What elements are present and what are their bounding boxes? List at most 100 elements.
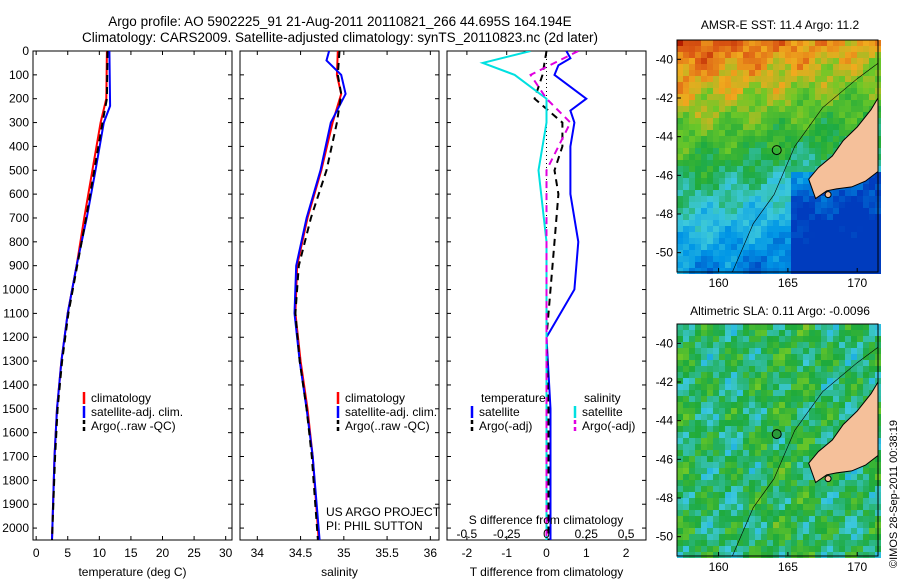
heat-cell bbox=[683, 384, 689, 390]
heat-cell bbox=[713, 450, 719, 456]
heat-cell bbox=[779, 486, 785, 492]
heat-cell bbox=[731, 166, 737, 172]
heat-cell bbox=[695, 450, 701, 456]
heat-cell bbox=[695, 118, 701, 124]
heat-cell bbox=[785, 262, 791, 268]
heat-cell bbox=[845, 480, 851, 486]
heat-cell bbox=[779, 154, 785, 160]
heat-cell bbox=[857, 486, 863, 492]
heat-cell bbox=[833, 480, 839, 486]
heat-cell bbox=[779, 124, 785, 130]
heat-cell bbox=[833, 64, 839, 70]
heat-cell bbox=[701, 112, 707, 118]
lon-tick-label: 160 bbox=[709, 560, 729, 574]
heat-cell bbox=[839, 516, 845, 522]
heat-cell bbox=[683, 64, 689, 70]
heat-cell bbox=[701, 504, 707, 510]
heat-cell bbox=[803, 208, 809, 214]
heat-cell bbox=[713, 390, 719, 396]
x-axis-label: T difference from climatology bbox=[470, 565, 624, 579]
heat-cell bbox=[827, 82, 833, 88]
heat-cell bbox=[719, 354, 725, 360]
heat-cell bbox=[791, 372, 797, 378]
heat-cell bbox=[869, 552, 875, 558]
heat-cell bbox=[791, 268, 797, 274]
heat-cell bbox=[707, 160, 713, 166]
heat-cell bbox=[785, 118, 791, 124]
heat-cell bbox=[815, 348, 821, 354]
heat-cell bbox=[737, 220, 743, 226]
heat-cell bbox=[719, 40, 725, 46]
heat-cell bbox=[803, 492, 809, 498]
heat-cell bbox=[701, 40, 707, 46]
heat-cell bbox=[809, 220, 815, 226]
heat-cell bbox=[851, 510, 857, 516]
heat-cell bbox=[785, 522, 791, 528]
heat-cell bbox=[827, 88, 833, 94]
heat-cell bbox=[689, 136, 695, 142]
heat-cell bbox=[779, 324, 785, 330]
heat-cell bbox=[851, 40, 857, 46]
heat-cell bbox=[707, 546, 713, 552]
heat-cell bbox=[785, 94, 791, 100]
heat-cell bbox=[845, 396, 851, 402]
heat-cell bbox=[677, 148, 683, 154]
heat-cell bbox=[869, 336, 875, 342]
heat-cell bbox=[803, 378, 809, 384]
heat-cell bbox=[737, 390, 743, 396]
heat-cell bbox=[737, 106, 743, 112]
heat-cell bbox=[791, 160, 797, 166]
heat-cell bbox=[791, 70, 797, 76]
heat-cell bbox=[743, 166, 749, 172]
heat-cell bbox=[863, 342, 869, 348]
heat-cell bbox=[869, 208, 875, 214]
heat-cell bbox=[719, 426, 725, 432]
heat-cell bbox=[683, 540, 689, 546]
heat-cell bbox=[749, 342, 755, 348]
heat-cell bbox=[863, 70, 869, 76]
heat-cell bbox=[803, 202, 809, 208]
heat-cell bbox=[851, 390, 857, 396]
heat-cell bbox=[701, 166, 707, 172]
heat-cell bbox=[785, 112, 791, 118]
heat-cell bbox=[713, 70, 719, 76]
heat-cell bbox=[677, 76, 683, 82]
heat-cell bbox=[689, 100, 695, 106]
heat-cell bbox=[713, 256, 719, 262]
heat-cell bbox=[689, 244, 695, 250]
heat-cell bbox=[689, 220, 695, 226]
heat-cell bbox=[707, 522, 713, 528]
heat-cell bbox=[773, 88, 779, 94]
heat-cell bbox=[719, 402, 725, 408]
depth-tick-label: 1700 bbox=[2, 450, 29, 464]
heat-cell bbox=[821, 510, 827, 516]
heat-cell bbox=[749, 232, 755, 238]
heat-cell bbox=[779, 468, 785, 474]
heat-cell bbox=[839, 244, 845, 250]
heat-cell bbox=[773, 94, 779, 100]
heat-cell bbox=[809, 268, 815, 274]
heat-cell bbox=[827, 390, 833, 396]
heat-cell bbox=[725, 166, 731, 172]
heat-cell bbox=[713, 196, 719, 202]
heat-cell bbox=[869, 384, 875, 390]
heat-cell bbox=[857, 522, 863, 528]
heat-cell bbox=[713, 130, 719, 136]
heat-cell bbox=[857, 504, 863, 510]
heat-cell bbox=[737, 64, 743, 70]
heat-cell bbox=[863, 262, 869, 268]
heat-cell bbox=[773, 438, 779, 444]
heat-cell bbox=[701, 262, 707, 268]
heat-cell bbox=[791, 420, 797, 426]
heat-cell bbox=[677, 58, 683, 64]
heat-cell bbox=[677, 196, 683, 202]
heat-cell bbox=[749, 498, 755, 504]
heat-cell bbox=[767, 76, 773, 82]
heat-cell bbox=[689, 40, 695, 46]
heat-cell bbox=[701, 396, 707, 402]
heat-cell bbox=[713, 220, 719, 226]
heat-cell bbox=[737, 522, 743, 528]
heat-cell bbox=[707, 480, 713, 486]
depth-tick-label: 1100 bbox=[3, 306, 29, 320]
